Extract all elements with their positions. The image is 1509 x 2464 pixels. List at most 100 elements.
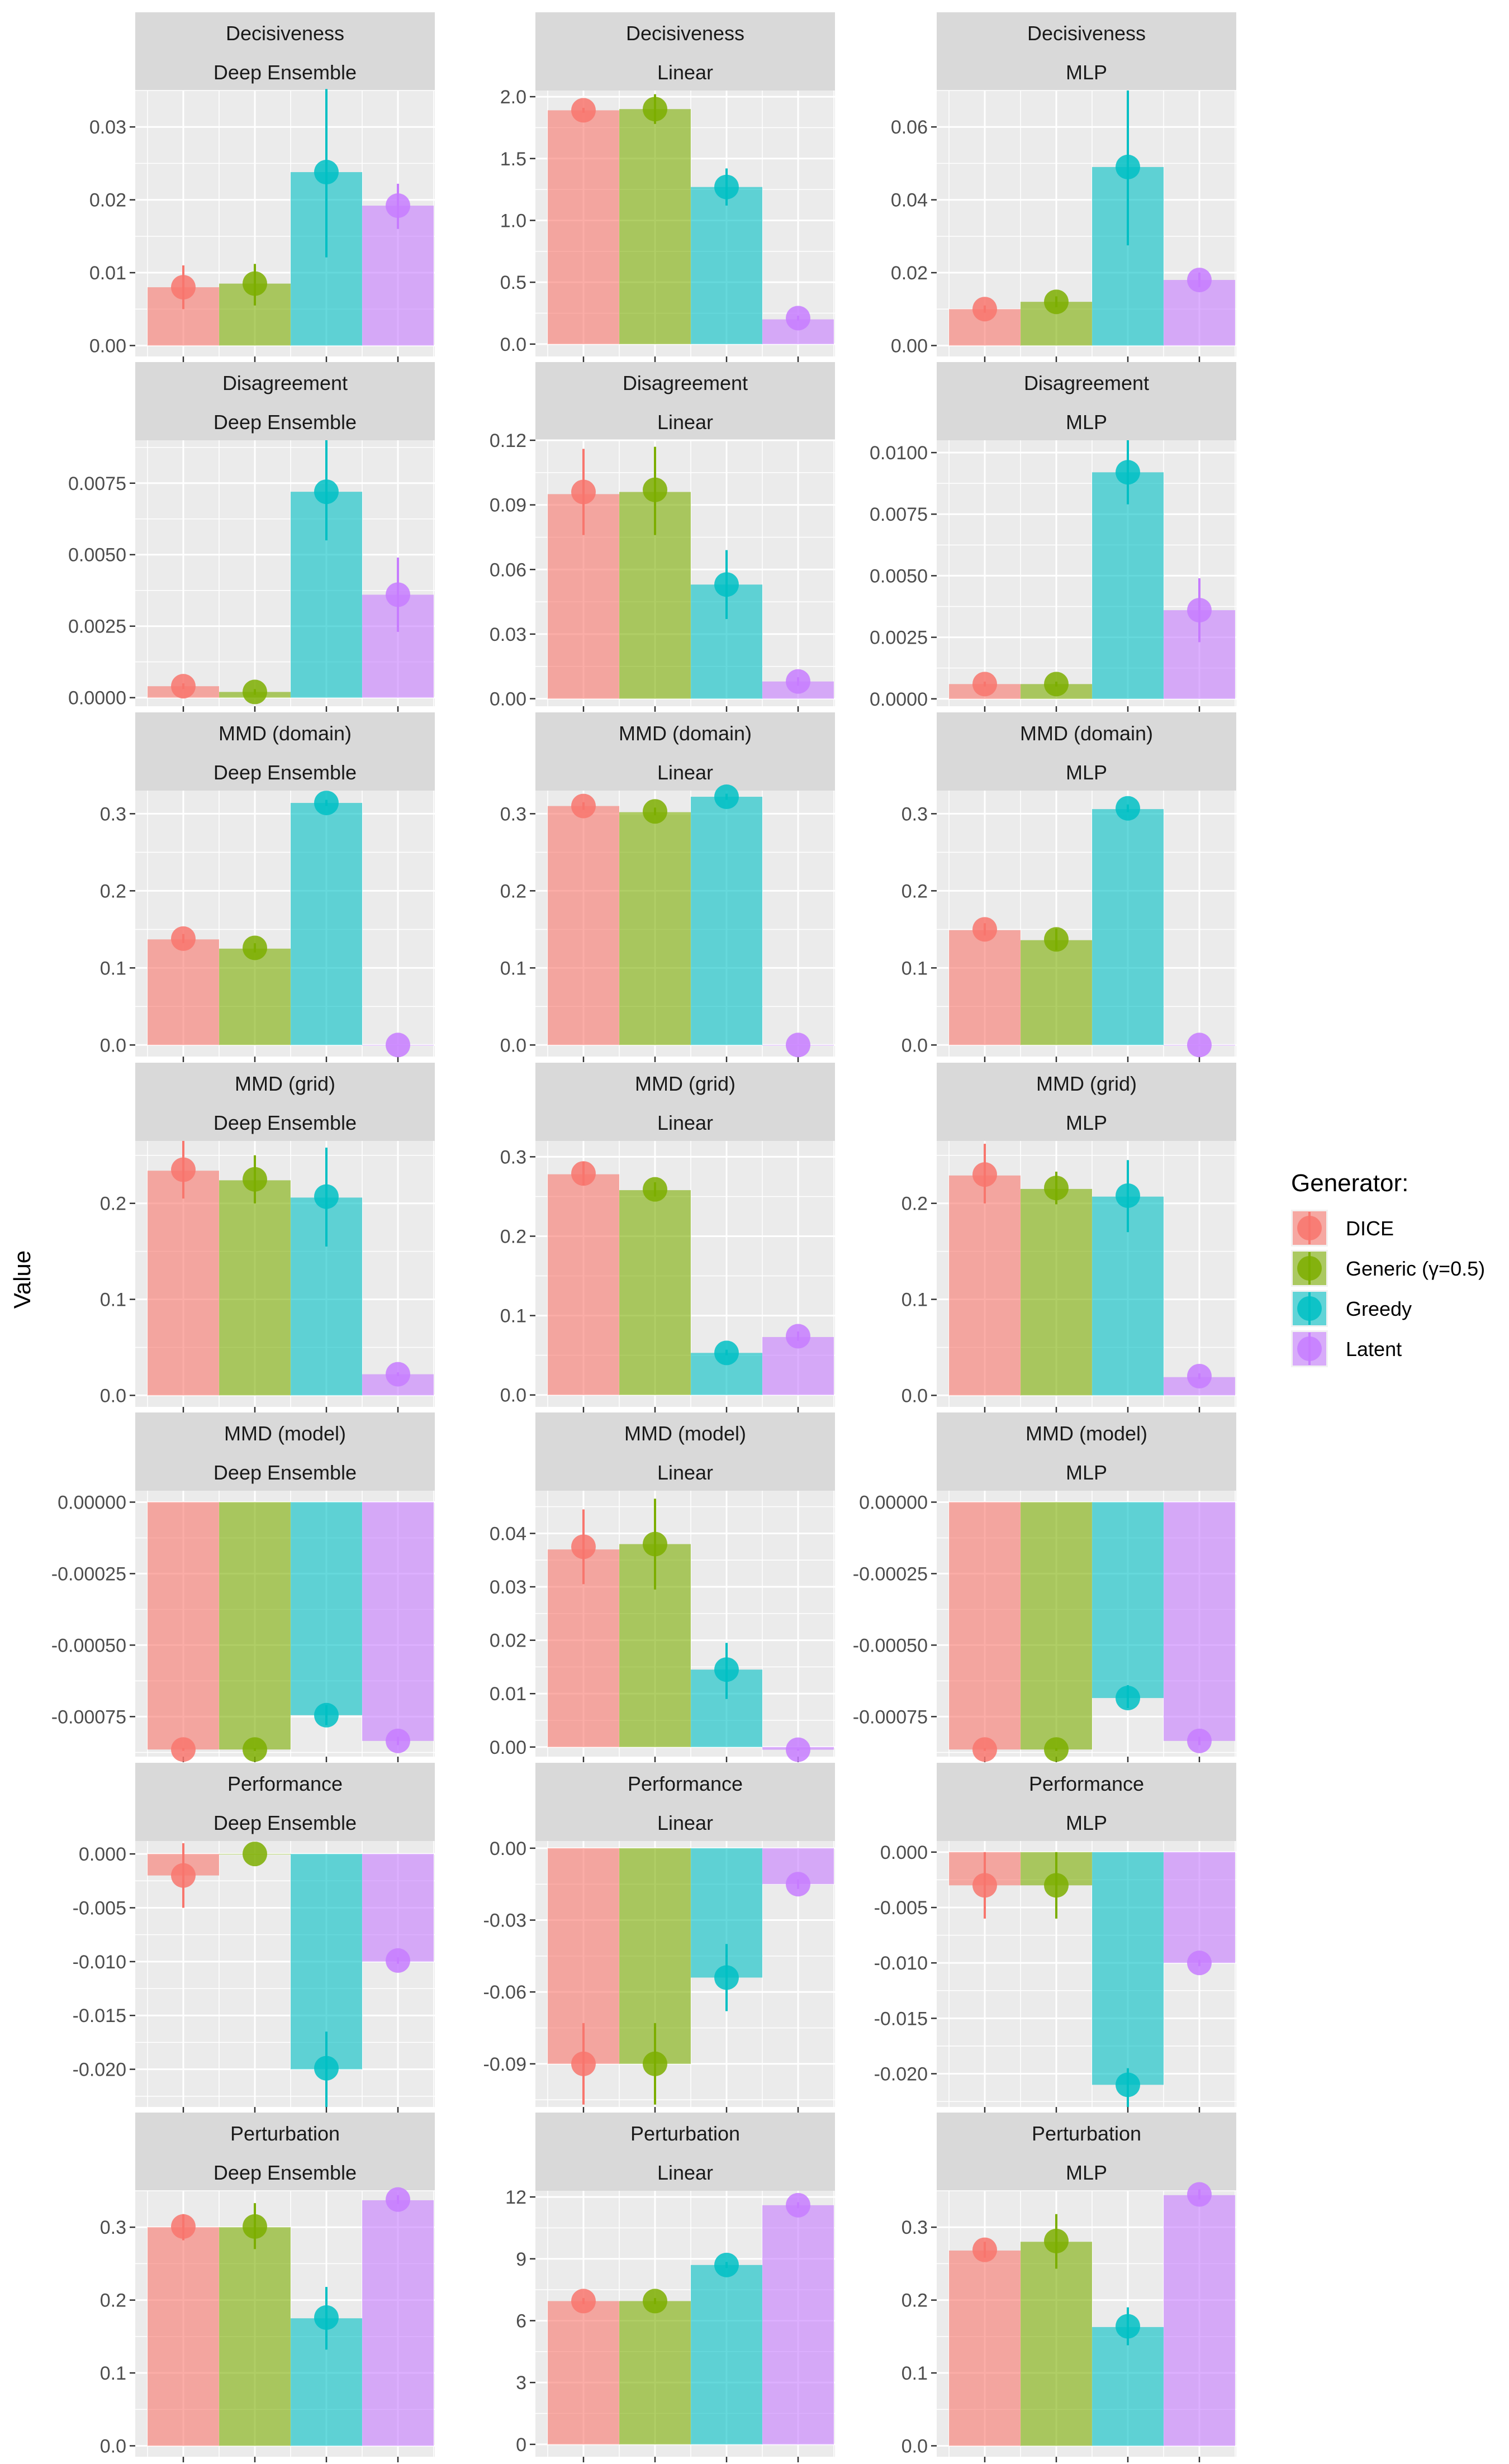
point-generic-0-5	[243, 935, 267, 960]
point-greedy	[314, 2305, 339, 2330]
bar-greedy	[1092, 1852, 1164, 2085]
strip-background	[535, 362, 835, 440]
strip-background	[535, 1412, 835, 1491]
point-greedy	[1116, 460, 1140, 485]
point-latent	[386, 193, 410, 218]
point-dice	[171, 1157, 196, 1182]
strip-label-metric: MMD (model)	[1026, 1422, 1147, 1445]
point-greedy	[314, 1702, 339, 1728]
bar-latent	[362, 2200, 434, 2446]
y-tick-label: 0.0	[901, 1035, 928, 1056]
strip-label-model: Deep Ensemble	[213, 2161, 357, 2184]
point-latent	[386, 1362, 410, 1387]
point-generic-0-5	[243, 2214, 267, 2239]
bar-greedy	[291, 803, 362, 1045]
panel-disagreement-linear: Disagreement Linear 0.00 0.03 0.06 0.09 0.12	[490, 362, 835, 712]
strip-background	[937, 362, 1236, 440]
y-tick-label: 1.0	[500, 210, 526, 231]
point-dice	[972, 2237, 997, 2262]
point-greedy	[314, 479, 339, 505]
strip-label-model: MLP	[1066, 2161, 1107, 2184]
bar-greedy	[1092, 1502, 1164, 1699]
legend-key-point	[1297, 1256, 1322, 1281]
point-generic-0-5	[1044, 2228, 1069, 2253]
y-tick-label: -0.020	[874, 2064, 928, 2085]
bar-latent	[1164, 1502, 1235, 1741]
y-tick-label: -0.00075	[51, 1706, 126, 1728]
y-tick-label: 0.2	[100, 2290, 126, 2311]
y-tick-label: 0.000	[79, 1844, 126, 1865]
strip-background	[135, 2113, 435, 2191]
bar-dice	[148, 1502, 219, 1750]
y-tick-label: 0.000	[880, 1842, 928, 1863]
panel-mmd-grid-linear: MMD (grid) Linear 0.0 0.1 0.2 0.3	[500, 1063, 835, 1412]
strip-background	[535, 712, 835, 791]
panel-mmd-model-deep-ensemble: MMD (model) Deep Ensemble 0.00000 -0.00025 -…	[51, 1412, 435, 1762]
point-latent	[1187, 268, 1212, 293]
point-greedy	[1116, 796, 1140, 821]
strip-label-model: Linear	[657, 1461, 713, 1484]
y-tick-label: 0.0000	[870, 689, 928, 710]
point-generic-0-5	[1044, 1873, 1069, 1898]
y-tick-label: -0.010	[874, 1953, 928, 1974]
y-tick-label: 0.1	[100, 1290, 126, 1311]
bar-greedy	[291, 1502, 362, 1715]
strip-label-metric: Perturbation	[230, 2122, 340, 2145]
point-generic-0-5	[1044, 672, 1069, 697]
strip-label-model: Deep Ensemble	[213, 761, 357, 784]
strip-label-metric: MMD (grid)	[235, 1072, 335, 1095]
y-tick-label: 0.2	[500, 881, 526, 902]
point-dice	[972, 672, 997, 697]
panel-mmd-grid-mlp: MMD (grid) MLP 0.0 0.1 0.2	[901, 1063, 1236, 1412]
point-generic-0-5	[643, 2289, 667, 2314]
bar-latent	[362, 1854, 434, 1962]
point-dice	[171, 1737, 196, 1762]
point-greedy	[714, 2252, 739, 2277]
point-latent	[1187, 1951, 1212, 1976]
point-latent	[786, 1033, 810, 1058]
strip-label-model: MLP	[1066, 761, 1107, 784]
bar-greedy	[1092, 809, 1164, 1045]
y-tick-label: -0.005	[73, 1897, 126, 1919]
bar-latent	[362, 1502, 434, 1741]
strip-label-metric: Disagreement	[623, 372, 748, 394]
y-tick-label: 0.00	[490, 1737, 526, 1758]
strip-label-metric: MMD (domain)	[619, 722, 752, 745]
panel-mmd-grid-deep-ensemble: MMD (grid) Deep Ensemble 0.0 0.1 0.2	[100, 1063, 435, 1412]
point-greedy	[1116, 154, 1140, 179]
y-tick-label: 0.00	[89, 335, 126, 356]
strip-label-metric: Decisiveness	[226, 22, 344, 45]
point-greedy	[1116, 2072, 1140, 2097]
strip-label-metric: Performance	[227, 1772, 343, 1795]
point-generic-0-5	[643, 1177, 667, 1202]
point-dice	[571, 98, 596, 123]
y-tick-label: 9	[516, 2249, 526, 2270]
point-latent	[1187, 1033, 1212, 1058]
point-dice	[972, 297, 997, 322]
y-tick-label: 0.3	[901, 803, 928, 825]
y-tick-label: 0.0	[901, 2436, 928, 2457]
strip-label-metric: Performance	[628, 1772, 743, 1795]
y-tick-label: 0.0075	[870, 504, 928, 525]
strip-label-metric: Disagreement	[222, 372, 348, 394]
y-tick-label: 0.0050	[870, 565, 928, 587]
point-greedy	[1116, 2314, 1140, 2339]
bar-greedy	[691, 797, 762, 1045]
bar-dice	[548, 110, 619, 344]
y-tick-label: 0.0025	[68, 616, 126, 638]
y-tick-label: 0.00	[490, 689, 526, 710]
bar-generic-0-5	[619, 812, 691, 1045]
y-tick-label: 0.0	[901, 1385, 928, 1406]
y-tick-label: 0.09	[490, 495, 526, 516]
y-tick-label: -0.010	[73, 1952, 126, 1973]
strip-label-model: Deep Ensemble	[213, 61, 357, 84]
y-tick-label: 0.03	[490, 1577, 526, 1598]
y-tick-label: -0.06	[483, 1982, 527, 2003]
bar-greedy	[1092, 2327, 1164, 2446]
y-axis-title: Value	[9, 1250, 35, 1309]
y-tick-label: 0.0000	[68, 688, 126, 709]
point-greedy	[714, 572, 739, 597]
y-tick-label: 0.1	[100, 2363, 126, 2384]
y-tick-label: 0.01	[490, 1683, 526, 1705]
strip-label-model: Deep Ensemble	[213, 1811, 357, 1834]
